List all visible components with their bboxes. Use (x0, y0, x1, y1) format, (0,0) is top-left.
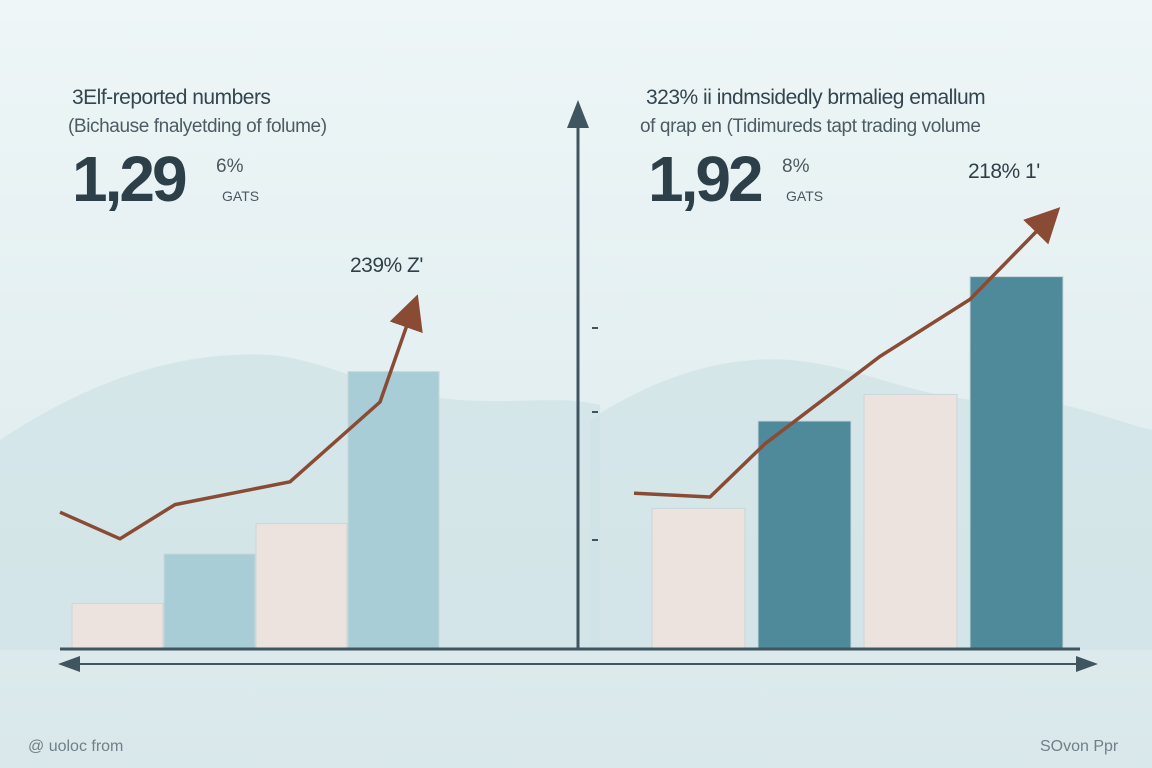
bar (71, 602, 164, 650)
bar (255, 523, 348, 650)
footer-right: SOvon Ppr (1040, 738, 1119, 755)
footer-left: @ uoloc from (28, 738, 124, 755)
left-big-value: 1,29 (72, 143, 188, 215)
right-small-percent: 8% (782, 156, 810, 177)
trend-line (59, 294, 423, 541)
x-axis-right-arrowhead (1076, 656, 1098, 672)
left-small-percent: 6% (216, 156, 244, 177)
right-subheading: of qrap en (Tidimureds tapt trading volu… (640, 116, 981, 137)
bar (651, 507, 746, 650)
right-annotation: 218% 1' (968, 160, 1040, 183)
bar (163, 553, 256, 650)
right-unit: GATS (786, 188, 824, 204)
bar (347, 371, 440, 650)
left-unit: GATS (222, 188, 260, 204)
right-big-value: 1,92 (648, 143, 764, 215)
y-axis-arrowhead (567, 100, 589, 128)
trend-line (633, 207, 1061, 499)
bar (757, 420, 852, 650)
left-subheading: (Bichause fnalyetding of folume) (68, 116, 327, 137)
bar (863, 393, 958, 650)
left-heading: 3Elf-reported numbers (72, 86, 271, 109)
left-annotation: 239% Z' (350, 254, 423, 277)
x-axis-left-arrowhead (58, 656, 80, 672)
bar (969, 276, 1064, 650)
right-heading: 323% ii indmsidedly brmalieg emallum (646, 86, 986, 109)
